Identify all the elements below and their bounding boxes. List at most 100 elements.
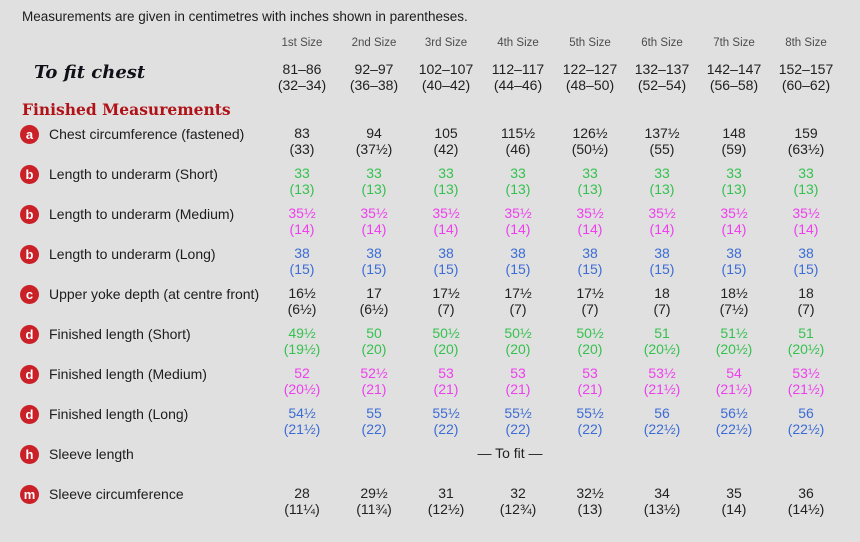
value-inches: (15) — [505, 260, 531, 277]
measurement-value: 32½ (13) — [554, 480, 626, 520]
value-cm: 33 — [366, 165, 382, 181]
measurement-value: 56 (22½) — [770, 400, 842, 440]
value-cm: 29½ — [360, 485, 388, 501]
measurement-row-label-cell: d Finished length (Medium) — [20, 360, 266, 400]
badge-d-icon: d — [20, 365, 39, 384]
value-inches: (52–54) — [637, 76, 687, 93]
value-inches: (14) — [289, 220, 315, 237]
value-cm: 126½ — [572, 125, 608, 141]
measurement-value: 35½ (14) — [266, 200, 338, 240]
measurement-value: 38 (15) — [266, 240, 338, 280]
value-inches: (12½) — [427, 500, 465, 517]
value-cm: 38 — [366, 245, 382, 261]
value-inches: (20) — [505, 340, 531, 357]
measurement-value: 38 (15) — [698, 240, 770, 280]
value-cm: 55½ — [504, 405, 532, 421]
value-inches: (6½) — [287, 300, 317, 317]
value-inches: (13) — [289, 180, 315, 197]
value-inches: (22) — [361, 420, 387, 437]
value-inches: (21) — [361, 380, 387, 397]
value-cm: 94 — [366, 125, 382, 141]
value-cm: 51½ — [720, 325, 748, 341]
measurement-label: Sleeve circumference — [49, 486, 184, 502]
measurement-value: 55 (22) — [338, 400, 410, 440]
measurement-value: 54½ (21½) — [266, 400, 338, 440]
value-inches: (22½) — [715, 420, 753, 437]
measurement-value: 35½ (14) — [410, 200, 482, 240]
value-inches: (21½) — [643, 380, 681, 397]
value-inches: (14) — [721, 220, 747, 237]
measurement-row-label-cell: c Upper yoke depth (at centre front) — [20, 280, 266, 320]
measurement-value: 115½ (46) — [482, 120, 554, 160]
size-column-header: 5th Size — [569, 37, 611, 49]
measurement-value: 38 (15) — [554, 240, 626, 280]
measurement-value: 50 (20) — [338, 320, 410, 360]
to-fit-chest-value: 112–117 (44–46) — [482, 56, 554, 96]
measurement-row-label-cell: h Sleeve length — [20, 440, 266, 480]
value-inches: (20½) — [715, 340, 753, 357]
measurement-row-label-cell: a Chest circumference (fastened) — [20, 120, 266, 160]
measurement-value: 34 (13½) — [626, 480, 698, 520]
value-cm: 112–117 — [491, 61, 545, 77]
value-inches: (7) — [509, 300, 527, 317]
size-table: 1st Size 2nd Size 3rd Size 4th Size 5th Size… — [20, 28, 860, 520]
value-cm: 35½ — [576, 205, 604, 221]
value-cm: 52 — [294, 365, 310, 381]
measurement-value: 53½ (21½) — [770, 360, 842, 400]
value-inches: (14) — [361, 220, 387, 237]
value-cm: 49½ — [288, 325, 316, 341]
value-cm: 53½ — [648, 365, 676, 381]
measurement-value: 83 (33) — [266, 120, 338, 160]
value-cm: 53 — [510, 365, 526, 381]
measurement-value: 33 (13) — [554, 160, 626, 200]
measurement-value: 35½ (14) — [770, 200, 842, 240]
measurement-value: 17 (6½) — [338, 280, 410, 320]
measurement-value: 105 (42) — [410, 120, 482, 160]
measurement-value: 54 (21½) — [698, 360, 770, 400]
value-cm: 18 — [654, 285, 670, 301]
value-inches: (20) — [577, 340, 603, 357]
to-fit-chest-value: 92–97 (36–38) — [338, 56, 410, 96]
measurement-value: 51 (20½) — [626, 320, 698, 360]
badge-b-icon: b — [20, 165, 39, 184]
measurement-value: 35½ (14) — [482, 200, 554, 240]
measurement-label: Length to underarm (Long) — [49, 246, 216, 262]
value-inches: (11¾) — [356, 500, 392, 517]
value-inches: (15) — [433, 260, 459, 277]
measurement-value: 52 (20½) — [266, 360, 338, 400]
value-inches: (11¼) — [284, 500, 320, 517]
value-cm: 17½ — [576, 285, 604, 301]
measurement-label: Finished length (Short) — [49, 326, 191, 342]
measurement-value: 55½ (22) — [410, 400, 482, 440]
value-inches: (22½) — [643, 420, 681, 437]
value-inches: (15) — [361, 260, 387, 277]
value-inches: (15) — [289, 260, 315, 277]
value-cm: 38 — [438, 245, 454, 261]
value-inches: (20½) — [643, 340, 681, 357]
value-inches: (15) — [649, 260, 675, 277]
value-inches: (42) — [433, 140, 459, 157]
measurement-value: 33 (13) — [698, 160, 770, 200]
value-inches: (14) — [577, 220, 603, 237]
value-inches: (13) — [649, 180, 675, 197]
measurement-value: 94 (37½) — [338, 120, 410, 160]
value-cm: 152–157 — [778, 61, 834, 77]
value-inches: (46) — [505, 140, 531, 157]
value-cm: 35½ — [504, 205, 532, 221]
value-inches: (20) — [433, 340, 459, 357]
measurement-value: 16½ (6½) — [266, 280, 338, 320]
measurement-value: 33 (13) — [626, 160, 698, 200]
measurement-value: 53 (21) — [554, 360, 626, 400]
value-inches: (6½) — [359, 300, 389, 317]
value-cm: 51 — [798, 325, 814, 341]
size-column-header: 3rd Size — [424, 37, 468, 49]
value-cm: 83 — [294, 125, 310, 141]
value-inches: (55) — [649, 140, 675, 157]
measurement-value: 51½ (20½) — [698, 320, 770, 360]
value-inches: (22½) — [787, 420, 825, 437]
value-inches: (21½) — [715, 380, 753, 397]
value-inches: (21½) — [787, 380, 825, 397]
value-inches: (7) — [437, 300, 455, 317]
value-inches: (21½) — [283, 420, 321, 437]
measurement-value: 137½ (55) — [626, 120, 698, 160]
